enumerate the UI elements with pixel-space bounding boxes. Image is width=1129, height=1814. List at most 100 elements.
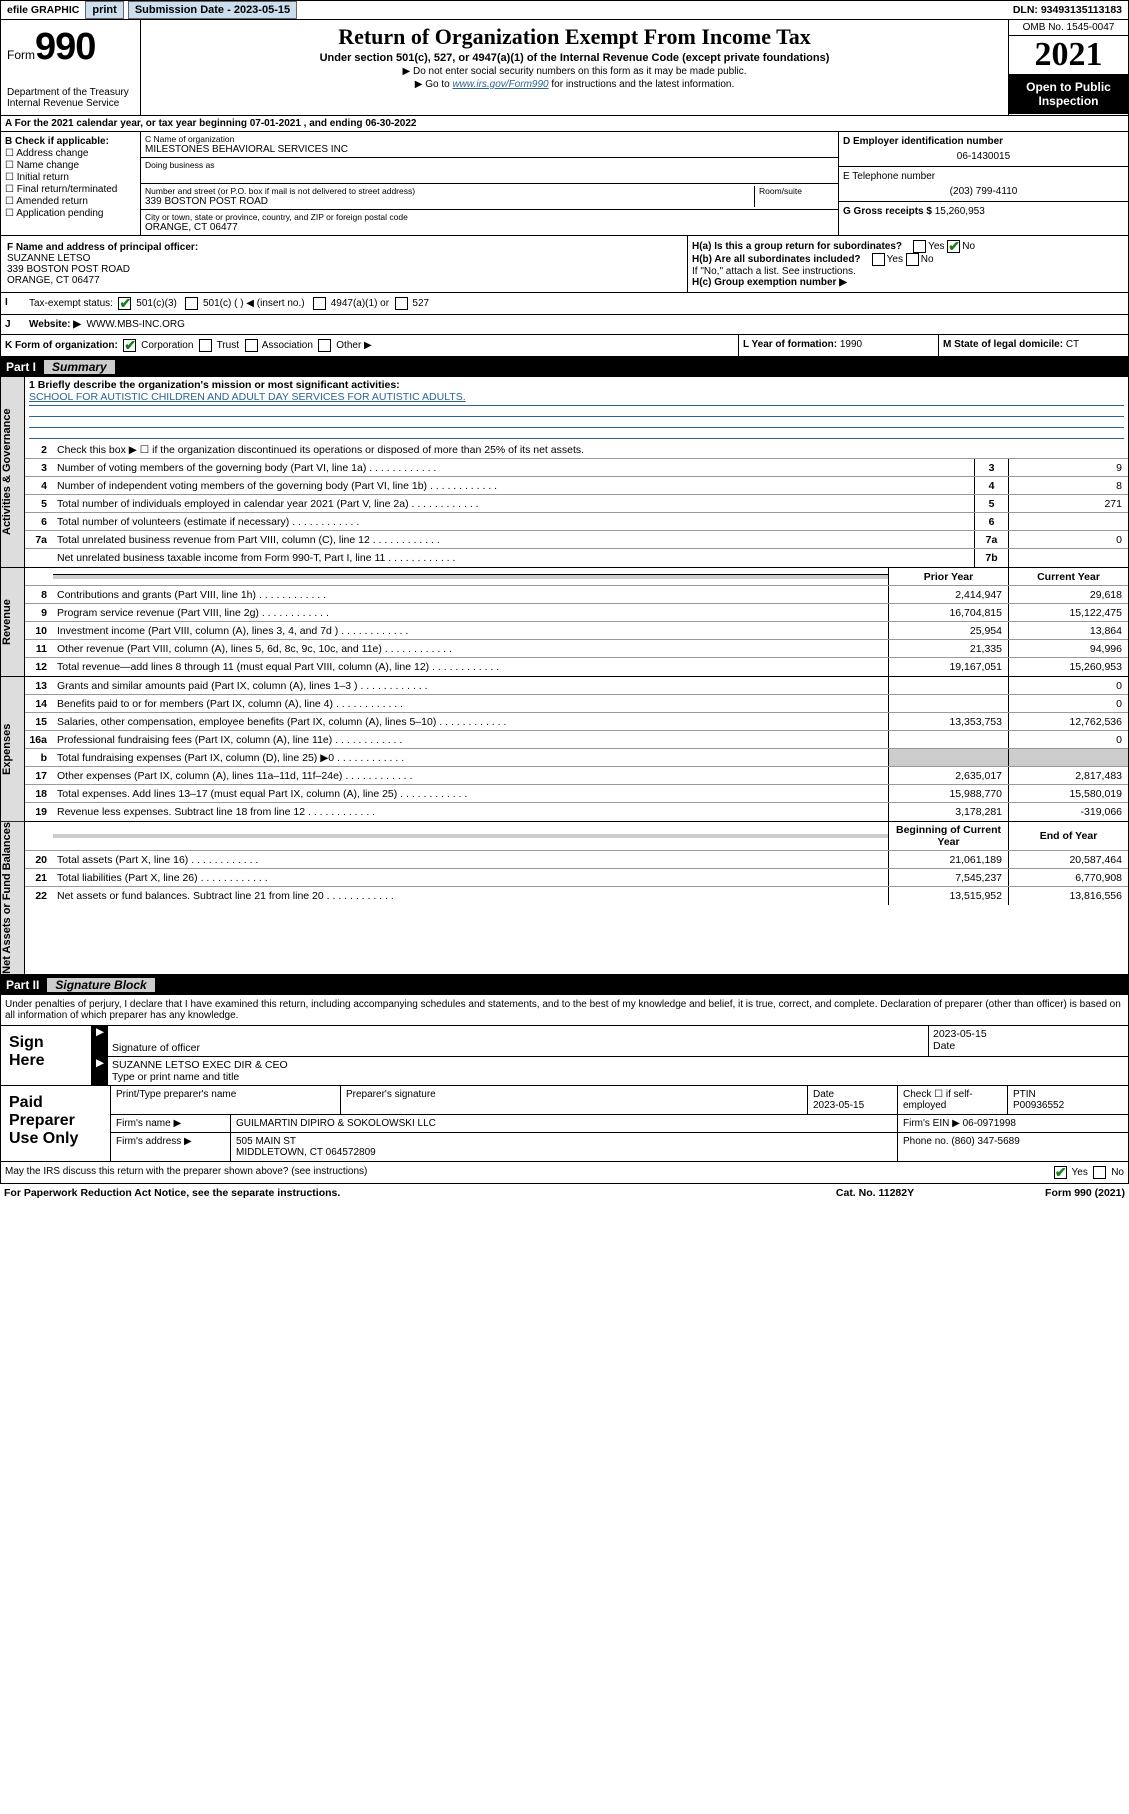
form-num: 990 [35, 26, 95, 68]
ha-yes[interactable] [913, 240, 926, 253]
ha-no[interactable] [947, 240, 960, 253]
sig-officer-row: ▶ Signature of officer 2023-05-15Date [92, 1026, 1128, 1057]
sig-declaration: Under penalties of perjury, I declare th… [0, 995, 1129, 1026]
l-year: L Year of formation: 1990 [738, 335, 938, 356]
hc-row: H(c) Group exemption number ▶ [692, 277, 1124, 288]
form-header: Form990 Department of the Treasury Inter… [0, 20, 1129, 116]
vtab-revenue: Revenue [1, 568, 25, 676]
print-button[interactable]: print [85, 1, 123, 19]
note1: ▶ Do not enter social security numbers o… [149, 66, 1000, 77]
dba-cell: Doing business as [141, 158, 838, 184]
cb-501c[interactable] [185, 297, 198, 310]
line-k: K Form of organization: Corporation Trus… [0, 335, 1129, 357]
open-inspection: Open to Public Inspection [1009, 74, 1128, 114]
cb-app-pending[interactable]: ☐ Application pending [5, 208, 136, 219]
table-row: 22Net assets or fund balances. Subtract … [25, 887, 1128, 905]
discuss-yes[interactable] [1054, 1166, 1067, 1179]
col-headers-na: Beginning of Current YearEnd of Year [25, 822, 1128, 851]
gov-row: 7aTotal unrelated business revenue from … [25, 531, 1128, 549]
cb-amended[interactable]: ☐ Amended return [5, 196, 136, 207]
gov-row: 3Number of voting members of the governi… [25, 459, 1128, 477]
table-row: 16aProfessional fundraising fees (Part I… [25, 731, 1128, 749]
sign-here: Sign Here ▶ Signature of officer 2023-05… [0, 1026, 1129, 1086]
cb-trust[interactable] [199, 339, 212, 352]
header-left: Form990 Department of the Treasury Inter… [1, 20, 141, 115]
irs-link[interactable]: www.irs.gov/Form990 [452, 79, 548, 90]
mission-text[interactable]: SCHOOL FOR AUTISTIC CHILDREN AND ADULT D… [29, 391, 466, 403]
efile-label: efile GRAPHIC [1, 2, 85, 18]
vtab-expenses: Expenses [1, 677, 25, 821]
m-state: M State of legal domicile: CT [938, 335, 1128, 356]
line-j: J Website: ▶ WWW.MBS-INC.ORG [0, 315, 1129, 335]
hb-row: H(b) Are all subordinates included? Yes … [692, 253, 1124, 266]
e-phone: E Telephone number (203) 799-4110 [839, 167, 1128, 202]
city-cell: City or town, state or province, country… [141, 210, 838, 235]
omb-number: OMB No. 1545-0047 [1009, 20, 1128, 36]
form-label: Form [7, 48, 35, 62]
table-row: 10Investment income (Part VIII, column (… [25, 622, 1128, 640]
table-row: 19Revenue less expenses. Subtract line 1… [25, 803, 1128, 821]
header-mid: Return of Organization Exempt From Incom… [141, 20, 1008, 115]
col-c: C Name of organization MILESTONES BEHAVI… [141, 132, 838, 235]
k-form-org: K Form of organization: Corporation Trus… [1, 335, 738, 356]
gov-row: Net unrelated business taxable income fr… [25, 549, 1128, 567]
top-toolbar: efile GRAPHIC print Submission Date - 20… [0, 0, 1129, 20]
hb-no[interactable] [906, 253, 919, 266]
tax-year: 2021 [1009, 36, 1128, 74]
cb-527[interactable] [395, 297, 408, 310]
header-right: OMB No. 1545-0047 2021 Open to Public In… [1008, 20, 1128, 115]
sign-here-label: Sign Here [1, 1026, 91, 1085]
part1-expenses: Expenses 13Grants and similar amounts pa… [0, 677, 1129, 822]
dept-label: Department of the Treasury [7, 87, 134, 98]
line-a: A For the 2021 calendar year, or tax yea… [0, 116, 1129, 132]
cb-initial-return[interactable]: ☐ Initial return [5, 172, 136, 183]
col-d-e-g: D Employer identification number 06-1430… [838, 132, 1128, 235]
q1-row: 1 Briefly describe the organization's mi… [25, 377, 1128, 441]
gov-row: 4Number of independent voting members of… [25, 477, 1128, 495]
addr-cell: Number and street (or P.O. box if mail i… [141, 184, 838, 210]
paid-label: Paid Preparer Use Only [1, 1086, 111, 1161]
irs-label: Internal Revenue Service [7, 98, 134, 109]
table-row: 20Total assets (Part X, line 16)21,061,1… [25, 851, 1128, 869]
h-group: H(a) Is this a group return for subordin… [688, 236, 1128, 292]
paid-row3: Firm's address ▶ 505 MAIN STMIDDLETOWN, … [111, 1133, 1128, 1161]
section-f-h: F Name and address of principal officer:… [0, 236, 1129, 293]
c-name-cell: C Name of organization MILESTONES BEHAVI… [141, 132, 838, 158]
form-title: Return of Organization Exempt From Incom… [149, 24, 1000, 50]
g-gross: G Gross receipts $ 15,260,953 [839, 202, 1128, 221]
discuss-no[interactable] [1093, 1166, 1106, 1179]
cb-501c3[interactable] [118, 297, 131, 310]
table-row: bTotal fundraising expenses (Part IX, co… [25, 749, 1128, 767]
table-row: 9Program service revenue (Part VIII, lin… [25, 604, 1128, 622]
table-row: 12Total revenue—add lines 8 through 11 (… [25, 658, 1128, 676]
table-row: 8Contributions and grants (Part VIII, li… [25, 586, 1128, 604]
form-number: Form990 [7, 26, 134, 69]
sig-name-row: ▶ SUZANNE LETSO EXEC DIR & CEOType or pr… [92, 1057, 1128, 1085]
paid-row1: Print/Type preparer's name Preparer's si… [111, 1086, 1128, 1115]
cb-other[interactable] [318, 339, 331, 352]
submission-date-button[interactable]: Submission Date - 2023-05-15 [128, 1, 297, 19]
q2-row: 2Check this box ▶ ☐ if the organization … [25, 441, 1128, 459]
part1-header: Part I Summary [0, 357, 1129, 377]
cb-name-change[interactable]: ☐ Name change [5, 160, 136, 171]
cb-final-return[interactable]: ☐ Final return/terminated [5, 184, 136, 195]
d-ein: D Employer identification number 06-1430… [839, 132, 1128, 167]
cb-address-change[interactable]: ☐ Address change [5, 148, 136, 159]
part1-netassets: Net Assets or Fund Balances Beginning of… [0, 822, 1129, 975]
section-b-to-g: B Check if applicable: ☐ Address change … [0, 132, 1129, 236]
dln-label: DLN: 93493135113183 [1007, 2, 1128, 18]
cb-corp[interactable] [123, 339, 136, 352]
rev-rows: Prior YearCurrent Year 8Contributions an… [25, 568, 1128, 676]
col-headers-rev: Prior YearCurrent Year [25, 568, 1128, 586]
cb-4947[interactable] [313, 297, 326, 310]
na-rows: Beginning of Current YearEnd of Year 20T… [25, 822, 1128, 974]
form-subtitle: Under section 501(c), 527, or 4947(a)(1)… [149, 52, 1000, 64]
cb-assoc[interactable] [245, 339, 258, 352]
table-row: 15Salaries, other compensation, employee… [25, 713, 1128, 731]
table-row: 14Benefits paid to or for members (Part … [25, 695, 1128, 713]
table-row: 21Total liabilities (Part X, line 26)7,5… [25, 869, 1128, 887]
table-row: 17Other expenses (Part IX, column (A), l… [25, 767, 1128, 785]
hb-yes[interactable] [872, 253, 885, 266]
table-row: 13Grants and similar amounts paid (Part … [25, 677, 1128, 695]
paid-preparer: Paid Preparer Use Only Print/Type prepar… [0, 1086, 1129, 1162]
